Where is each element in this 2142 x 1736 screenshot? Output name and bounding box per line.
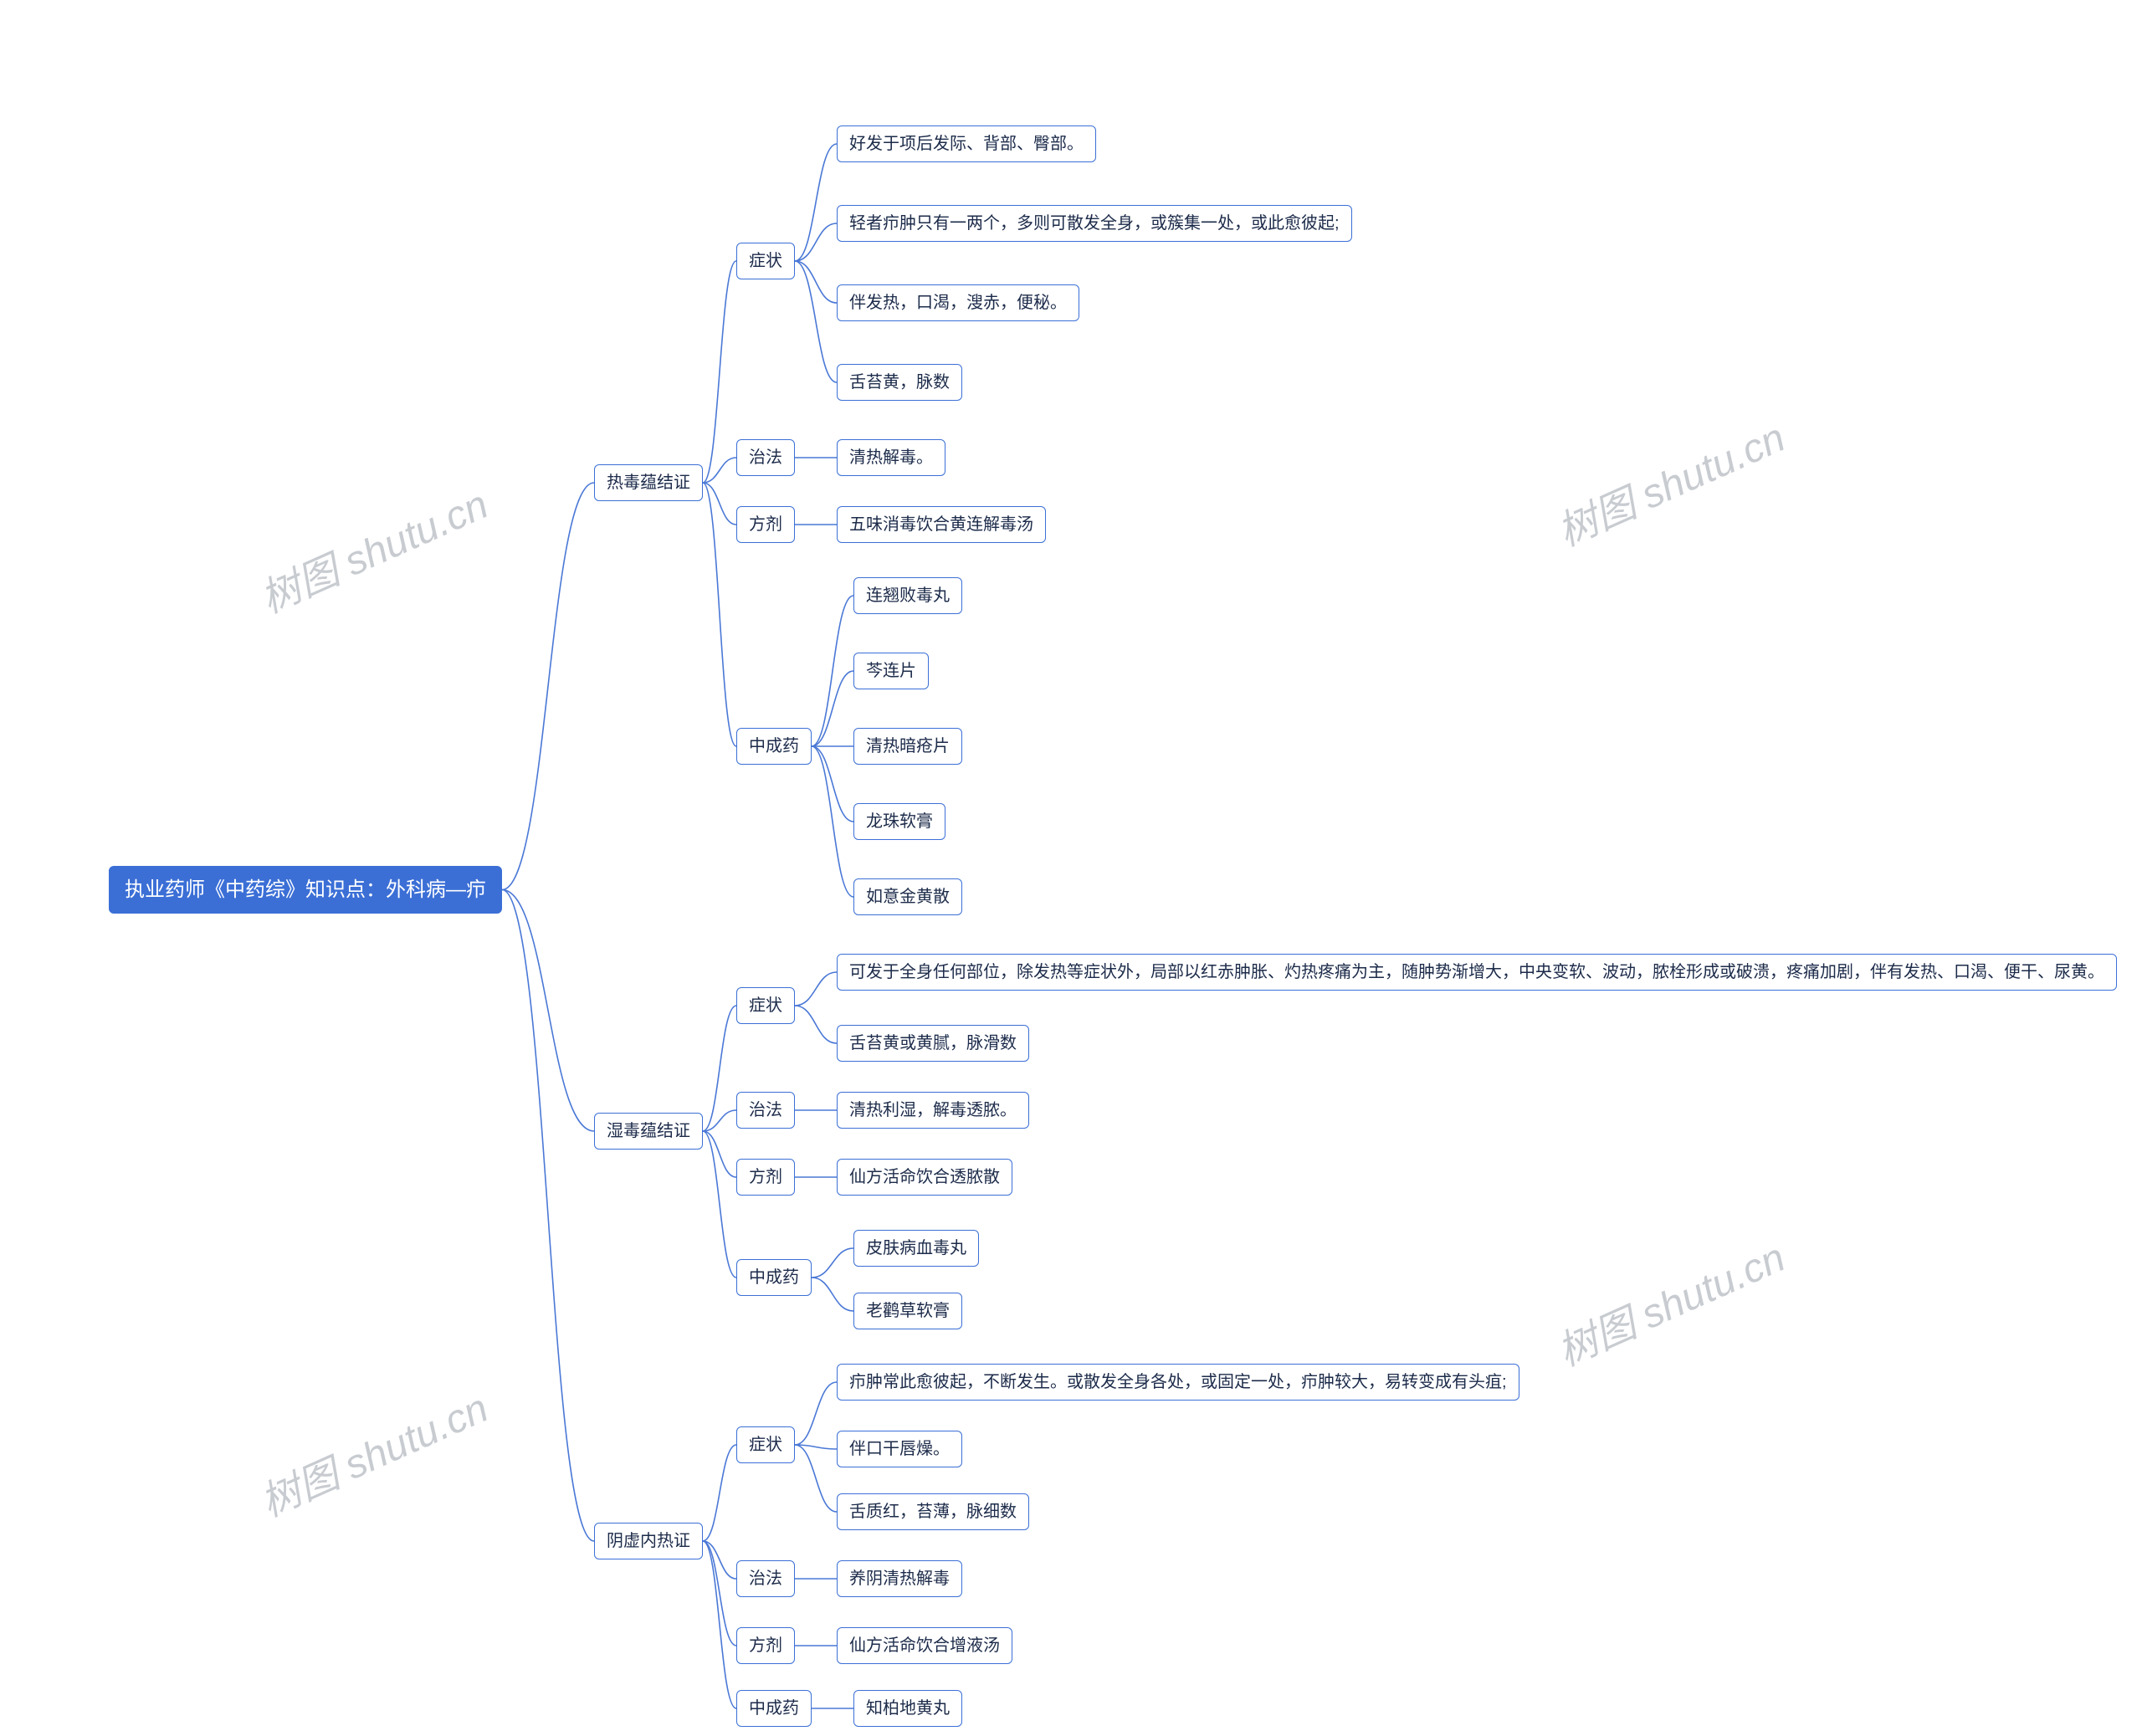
leaf-node: 可发于全身任何部位，除发热等症状外，局部以红赤肿胀、灼热疼痛为主，随肿势渐增大，…: [837, 954, 2117, 991]
leaf-node: 伴发热，口渴，溲赤，便秘。: [837, 284, 1079, 321]
leaf-node: 疖肿常此愈彼起，不断发生。或散发全身各处，或固定一处，疖肿较大，易转变成有头疽;: [837, 1364, 1519, 1401]
leaf-node: 连翘败毒丸: [853, 577, 962, 614]
node-yinxu: 阴虚内热证: [594, 1523, 703, 1559]
leaf-node: 养阴清热解毒: [837, 1560, 962, 1597]
leaf-node: 伴口干唇燥。: [837, 1431, 962, 1467]
watermark: 树图 shutu.cn: [1546, 1225, 1792, 1377]
leaf-node: 轻者疖肿只有一两个，多则可散发全身，或簇集一处，或此愈彼起;: [837, 205, 1352, 242]
node-shidu_zf: 治法: [736, 1092, 795, 1129]
mindmap-root: 执业药师《中药综》知识点：外科病—疖: [109, 866, 502, 914]
leaf-node: 清热解毒。: [837, 439, 945, 476]
node-redu_zf: 治法: [736, 439, 795, 476]
leaf-node: 芩连片: [853, 653, 929, 689]
node-yinxu_zcy: 中成药: [736, 1690, 812, 1727]
node-shidu_zcy: 中成药: [736, 1259, 812, 1296]
node-yinxu_zz: 症状: [736, 1426, 795, 1463]
leaf-node: 知柏地黄丸: [853, 1690, 962, 1727]
leaf-node: 舌苔黄或黄腻，脉滑数: [837, 1025, 1029, 1062]
leaf-node: 五味消毒饮合黄连解毒汤: [837, 506, 1046, 543]
leaf-node: 好发于项后发际、背部、臀部。: [837, 125, 1096, 162]
node-redu_zcy: 中成药: [736, 728, 812, 765]
node-redu_fj: 方剂: [736, 506, 795, 543]
node-yinxu_zf: 治法: [736, 1560, 795, 1597]
watermark: 树图 shutu.cn: [249, 472, 495, 624]
node-yinxu_fj: 方剂: [736, 1627, 795, 1664]
leaf-node: 老鹳草软膏: [853, 1293, 962, 1329]
leaf-node: 舌苔黄，脉数: [837, 364, 962, 401]
node-shidu: 湿毒蕴结证: [594, 1113, 703, 1150]
node-shidu_zz: 症状: [736, 987, 795, 1024]
watermark: 树图 shutu.cn: [249, 1375, 495, 1528]
node-redu: 热毒蕴结证: [594, 464, 703, 501]
node-shidu_fj: 方剂: [736, 1159, 795, 1196]
leaf-node: 仙方活命饮合增液汤: [837, 1627, 1012, 1664]
watermark: 树图 shutu.cn: [1546, 405, 1792, 557]
leaf-node: 皮肤病血毒丸: [853, 1230, 979, 1267]
leaf-node: 龙珠软膏: [853, 803, 945, 840]
node-redu_zz: 症状: [736, 243, 795, 279]
leaf-node: 如意金黄散: [853, 878, 962, 915]
leaf-node: 清热利湿，解毒透脓。: [837, 1092, 1029, 1129]
leaf-node: 舌质红，苔薄，脉细数: [837, 1493, 1029, 1530]
leaf-node: 清热暗疮片: [853, 728, 962, 765]
leaf-node: 仙方活命饮合透脓散: [837, 1159, 1012, 1196]
